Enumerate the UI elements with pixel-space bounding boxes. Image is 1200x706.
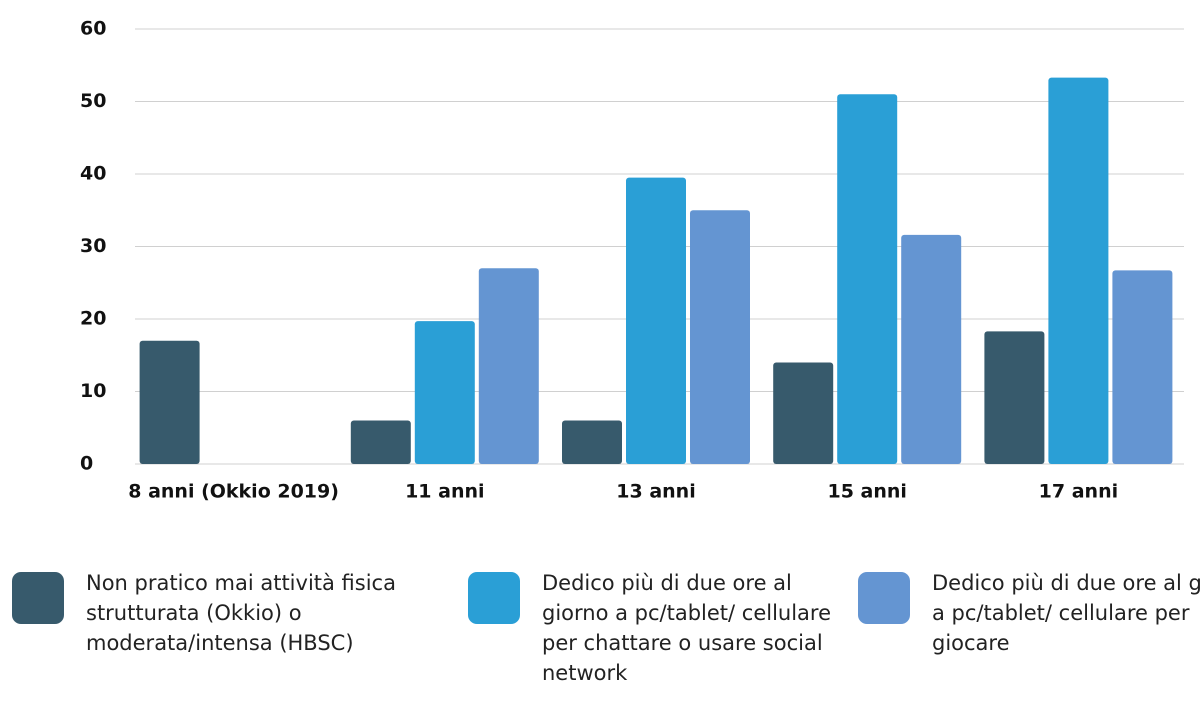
y-tick-label: 10 [80,380,106,402]
legend-item: Dedico più di due ore al giorno a pc/tab… [858,568,1200,658]
bar [414,321,475,464]
legend-label: Dedico più di due ore al giorno a pc/tab… [542,571,832,685]
y-tick-label: 60 [80,18,106,40]
y-tick-label: 30 [80,235,106,257]
bar [139,340,200,464]
legend-label: Non pratico mai attività fisica struttur… [86,571,396,655]
legend-item: Non pratico mai attività fisica struttur… [12,568,446,658]
bar [478,268,539,464]
bar [690,210,750,464]
legend: Non pratico mai attività fisica struttur… [0,568,1200,706]
bar [773,362,834,464]
legend-label: Dedico più di due ore al giorno a pc/tab… [932,571,1200,655]
chart: 0 10 20 30 40 50 60 8 anni (Okkio 2019) 11 anni 1… [80,18,1184,503]
bar [901,234,962,464]
x-tick-label: 15 anni [827,481,906,503]
legend-swatch [468,572,520,624]
bar [1048,77,1109,464]
bar [1112,270,1173,464]
x-tick-label: 8 anni (Okkio 2019) [128,481,339,503]
x-tick-label: 17 anni [1039,481,1118,503]
x-tick-label: 11 anni [405,481,484,503]
legend-swatch [12,572,64,624]
y-tick-label: 20 [80,308,106,330]
y-tick-label: 0 [80,453,93,475]
bar [626,177,686,464]
legend-swatch [858,572,910,624]
bar [350,420,411,464]
y-tick-label: 40 [80,163,106,185]
bar [562,420,622,464]
bar [837,94,898,464]
y-tick-label: 50 [80,90,106,112]
legend-item: Dedico più di due ore al giorno a pc/tab… [468,568,862,688]
bar [984,331,1045,464]
x-tick-label: 13 anni [616,481,695,503]
